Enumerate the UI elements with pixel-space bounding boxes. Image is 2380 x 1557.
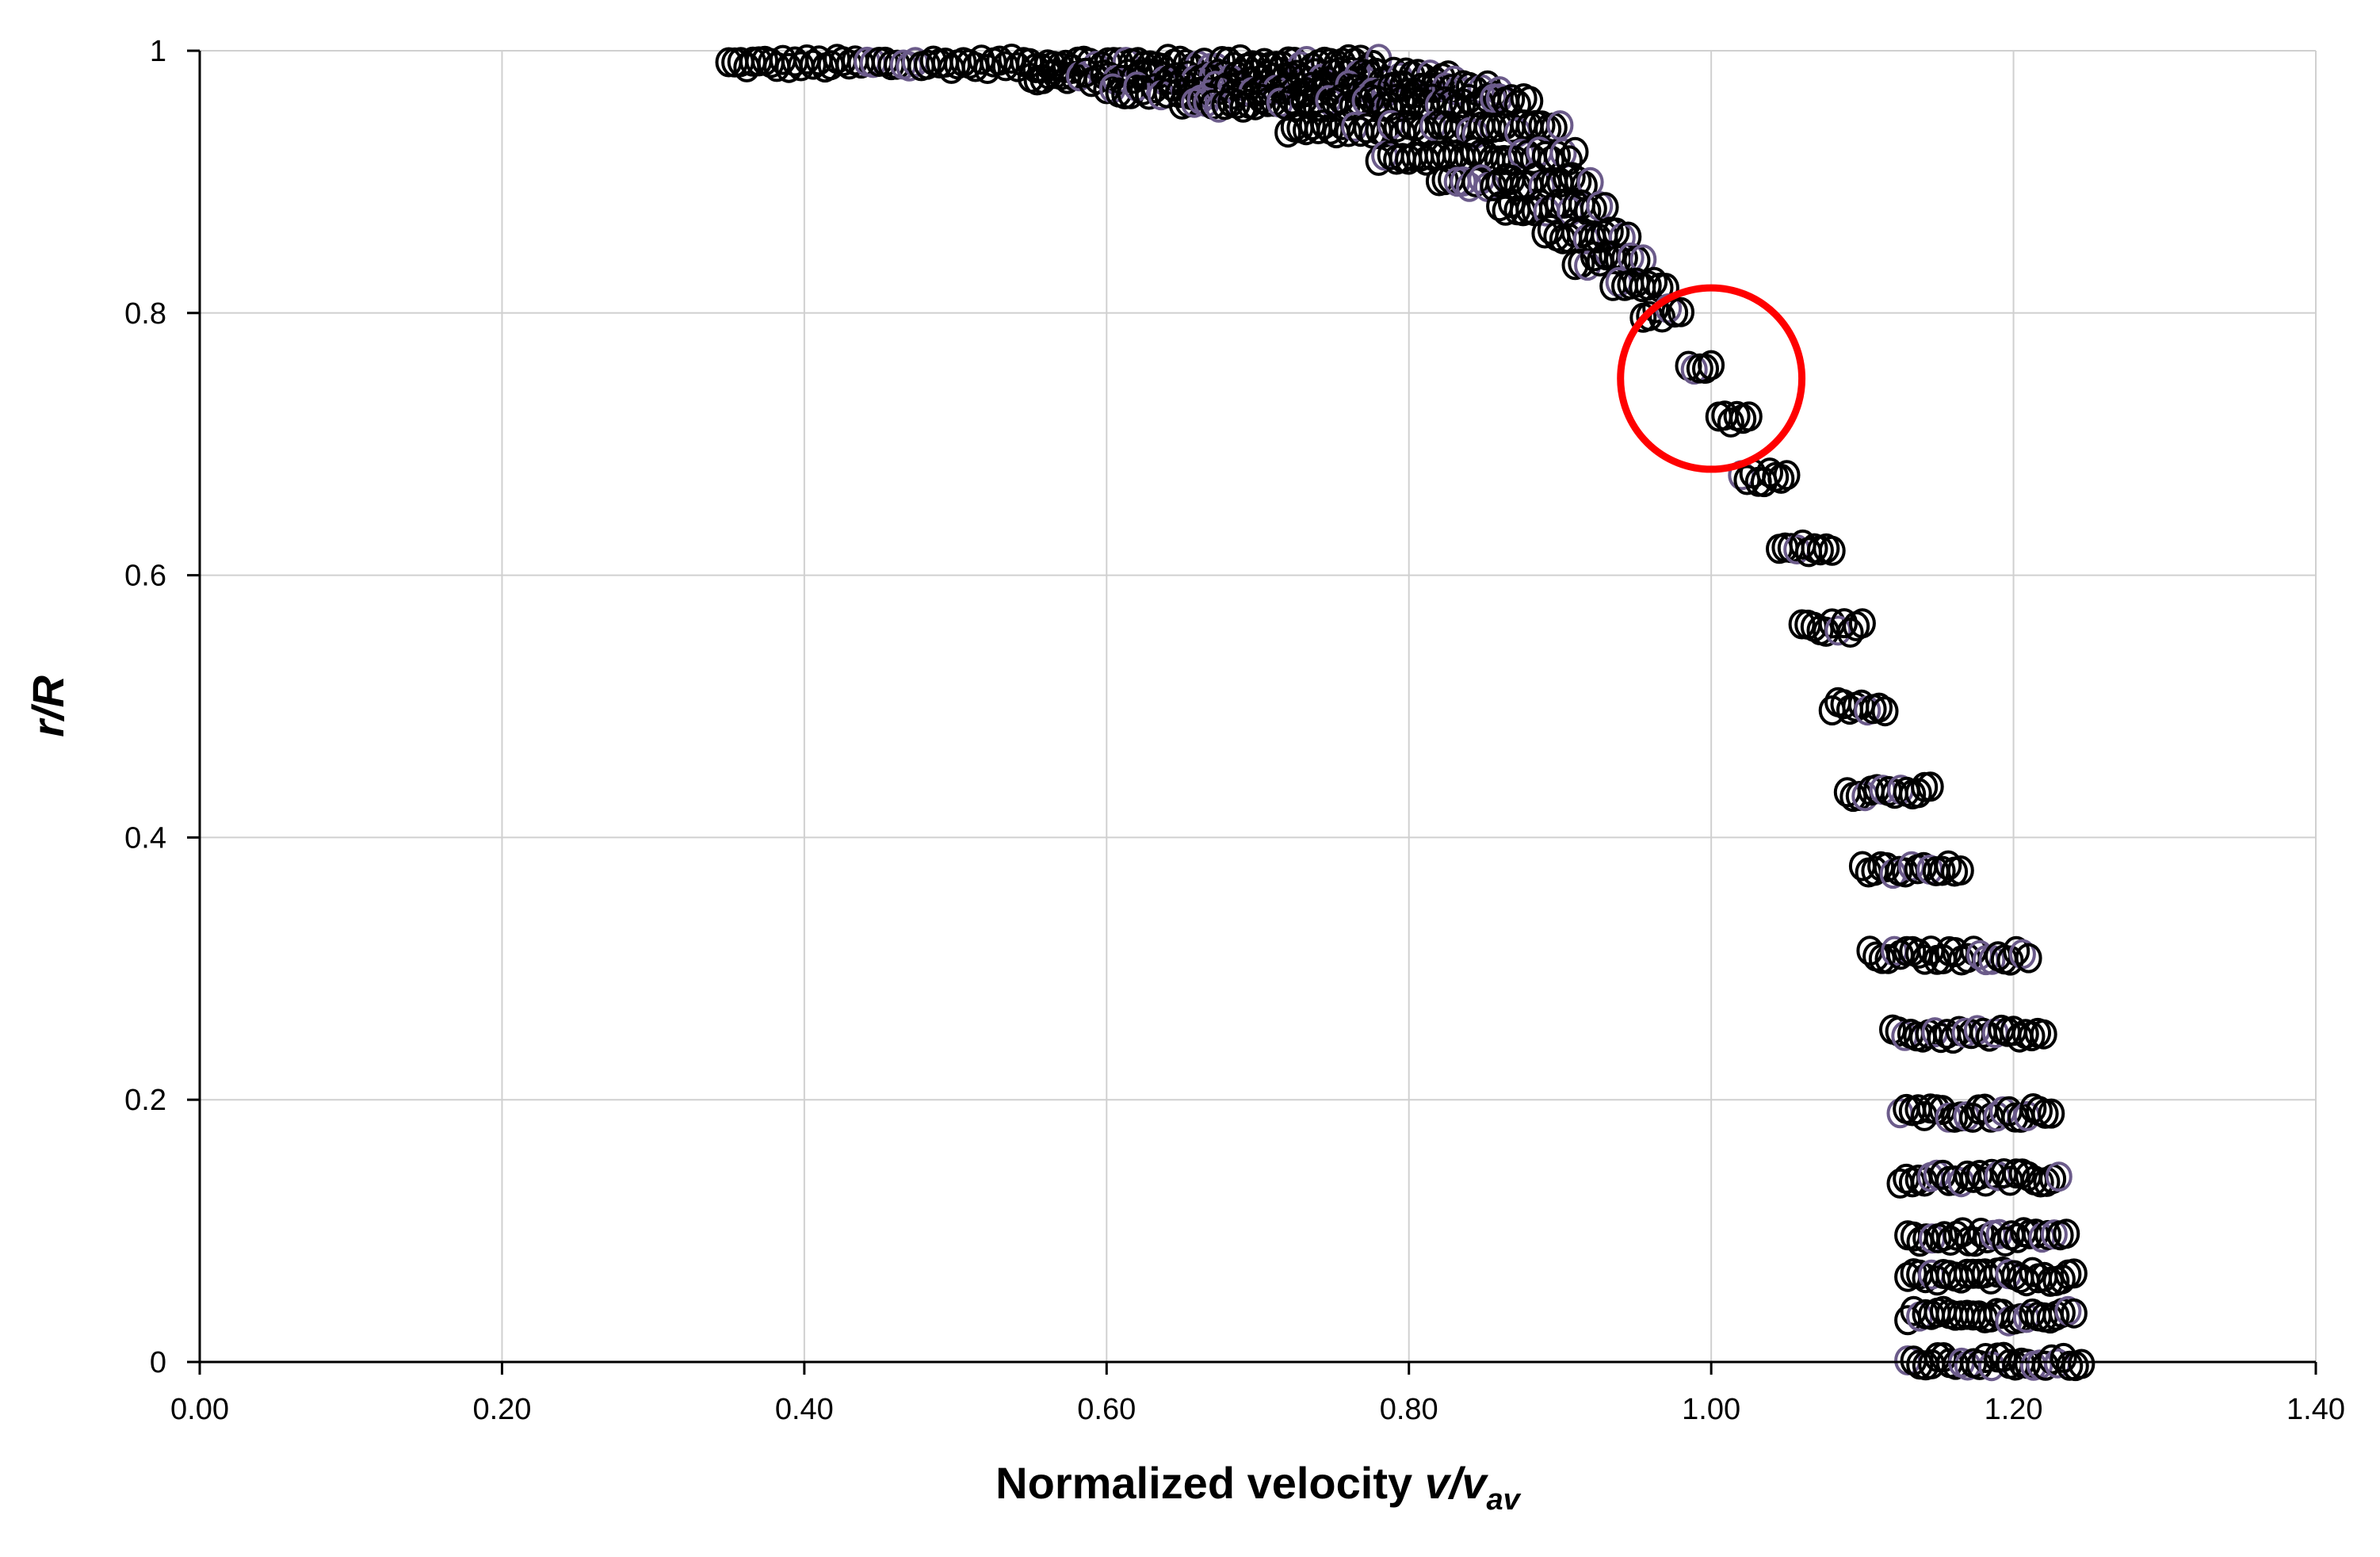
data-point (2030, 1019, 2057, 1050)
data-point (1818, 535, 1846, 566)
data-point (1298, 110, 1326, 140)
y-tick-label: 0.4 (124, 821, 166, 855)
axes (187, 49, 2317, 1375)
data-point (1916, 771, 1944, 802)
y-tick-label: 0.6 (124, 560, 166, 593)
data-point (1265, 56, 1293, 87)
data-point (1154, 44, 1182, 75)
data-point (1871, 696, 1899, 727)
data-point (2008, 939, 2036, 970)
data-point (2053, 1218, 2080, 1249)
data-point (1946, 855, 1974, 886)
data-point (2038, 1098, 2065, 1129)
data-point (1996, 945, 2024, 976)
data-point (2048, 1264, 2076, 1295)
gridlines (200, 50, 2317, 1362)
data-point (2045, 1161, 2072, 1192)
data-point (1564, 166, 1592, 197)
data-point (1668, 296, 1694, 327)
x-tick-label: 1.40 (2286, 1393, 2345, 1426)
data-point (1371, 117, 1399, 148)
y-tick-label: 0.2 (124, 1084, 166, 1117)
data-point (2060, 1298, 2088, 1329)
x-tick-label: 1.20 (1985, 1393, 2043, 1426)
data-point (1935, 850, 1962, 881)
data-point (1642, 293, 1670, 323)
y-tick-label: 0.8 (124, 297, 166, 331)
data-point (2068, 1349, 2095, 1379)
data-points (715, 44, 2095, 1382)
data-point (1717, 407, 1744, 438)
data-point (1636, 300, 1664, 331)
data-point (1961, 1226, 1988, 1257)
data-point (1911, 944, 1939, 975)
x-tick-label: 0.80 (1380, 1393, 1438, 1426)
data-point (1848, 608, 1876, 639)
x-tick-labels: 0.00 0.20 0.40 0.60 0.80 1.00 1.20 1.40 (170, 1393, 2345, 1426)
data-point (1767, 463, 1795, 494)
data-point (1992, 1226, 2019, 1257)
x-tick-label: 0.20 (472, 1393, 531, 1426)
data-point (1735, 401, 1763, 432)
data-point (1939, 1023, 1967, 1054)
y-axis-title: r/R (23, 675, 73, 737)
y-tick-label: 1 (150, 35, 166, 68)
data-point (1967, 1218, 1995, 1248)
x-tick-label: 0.00 (170, 1393, 229, 1426)
x-tick-label: 1.00 (1682, 1393, 1740, 1426)
x-tick-label: 0.40 (775, 1393, 834, 1426)
highlight-circle (1617, 284, 1806, 473)
x-axis-title-main: Normalized velocity (995, 1458, 1425, 1508)
data-point (1698, 350, 1725, 381)
data-point (2015, 943, 2042, 974)
data-point (1928, 855, 1956, 886)
data-point (1831, 608, 1858, 639)
x-axis-title-sub: av (1487, 1483, 1522, 1517)
data-point (968, 44, 995, 75)
data-point (1874, 943, 1902, 974)
data-point (1135, 79, 1163, 110)
data-point (1824, 615, 1852, 646)
data-point (1692, 354, 1719, 384)
x-tick-label: 0.60 (1077, 1393, 1136, 1426)
data-point (1773, 460, 1801, 491)
x-axis-title: Normalized velocity v/vav (995, 1458, 1522, 1517)
data-point (2060, 1258, 2088, 1289)
y-tick-label: 0 (150, 1346, 166, 1379)
data-point (1966, 1349, 1993, 1380)
x-axis-title-var: v/v (1425, 1458, 1489, 1508)
y-tick-labels: 0 0.2 0.4 0.6 0.8 1 (124, 35, 166, 1379)
data-point (1274, 117, 1302, 148)
data-point (998, 44, 1026, 74)
